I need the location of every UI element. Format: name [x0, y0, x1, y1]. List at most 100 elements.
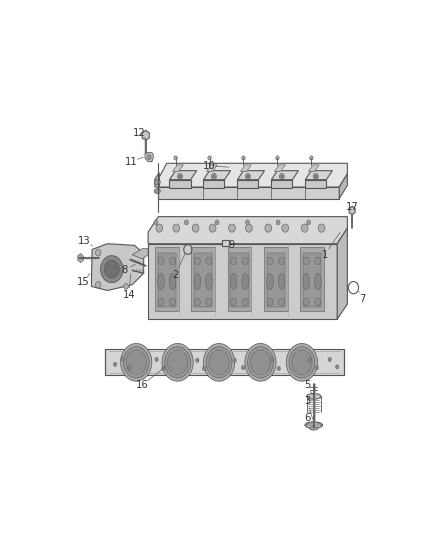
- Circle shape: [120, 343, 152, 381]
- Polygon shape: [173, 165, 184, 172]
- Polygon shape: [105, 349, 344, 375]
- Circle shape: [315, 298, 321, 306]
- Circle shape: [276, 156, 279, 160]
- Circle shape: [281, 175, 283, 177]
- Circle shape: [156, 224, 162, 232]
- Polygon shape: [92, 244, 144, 290]
- Circle shape: [147, 155, 151, 159]
- Polygon shape: [300, 247, 324, 311]
- Polygon shape: [203, 171, 230, 180]
- Circle shape: [276, 220, 280, 225]
- Circle shape: [282, 224, 289, 232]
- Circle shape: [242, 298, 248, 306]
- Polygon shape: [155, 247, 179, 311]
- Circle shape: [336, 365, 339, 369]
- Circle shape: [158, 298, 164, 306]
- Ellipse shape: [154, 180, 160, 184]
- Polygon shape: [349, 206, 355, 215]
- Circle shape: [206, 298, 212, 306]
- Circle shape: [277, 366, 280, 370]
- Text: 9: 9: [228, 240, 234, 251]
- Circle shape: [247, 347, 273, 378]
- Polygon shape: [267, 253, 285, 307]
- Circle shape: [213, 175, 215, 177]
- Circle shape: [126, 350, 146, 375]
- Polygon shape: [203, 180, 224, 188]
- Polygon shape: [337, 228, 347, 319]
- Polygon shape: [158, 253, 176, 307]
- Circle shape: [178, 174, 182, 179]
- Polygon shape: [191, 247, 215, 311]
- Circle shape: [267, 298, 273, 306]
- Circle shape: [95, 281, 101, 288]
- Circle shape: [162, 366, 165, 370]
- Polygon shape: [158, 163, 347, 187]
- Circle shape: [206, 257, 212, 265]
- Circle shape: [184, 220, 188, 225]
- Circle shape: [173, 224, 180, 232]
- Bar: [222, 240, 229, 246]
- Circle shape: [209, 350, 229, 375]
- Circle shape: [247, 175, 249, 177]
- Circle shape: [128, 366, 131, 370]
- Ellipse shape: [242, 273, 249, 290]
- Circle shape: [314, 174, 318, 179]
- Circle shape: [250, 350, 271, 375]
- Polygon shape: [271, 171, 298, 180]
- Circle shape: [95, 249, 101, 256]
- Circle shape: [279, 174, 284, 179]
- Ellipse shape: [194, 273, 201, 290]
- Circle shape: [202, 366, 206, 370]
- Circle shape: [241, 366, 245, 370]
- Ellipse shape: [278, 273, 285, 290]
- Text: 14: 14: [123, 289, 135, 300]
- Circle shape: [279, 257, 285, 265]
- Circle shape: [230, 298, 237, 306]
- Polygon shape: [194, 253, 212, 307]
- Text: 3: 3: [304, 397, 311, 406]
- Circle shape: [303, 298, 309, 306]
- Text: 1: 1: [321, 250, 328, 260]
- Circle shape: [170, 257, 176, 265]
- Polygon shape: [274, 165, 285, 172]
- Ellipse shape: [310, 427, 318, 430]
- Text: 15: 15: [77, 277, 90, 287]
- Circle shape: [174, 156, 177, 160]
- Circle shape: [246, 220, 250, 225]
- Circle shape: [315, 257, 321, 265]
- Text: 5: 5: [304, 380, 311, 390]
- Circle shape: [101, 256, 123, 282]
- Circle shape: [318, 224, 325, 232]
- Polygon shape: [155, 173, 159, 187]
- Circle shape: [212, 174, 216, 179]
- Circle shape: [162, 343, 193, 381]
- Polygon shape: [305, 180, 326, 188]
- Circle shape: [194, 257, 200, 265]
- Text: 7: 7: [359, 294, 365, 304]
- Text: 10: 10: [203, 161, 215, 171]
- Circle shape: [246, 224, 252, 232]
- Ellipse shape: [158, 273, 164, 290]
- Circle shape: [307, 358, 311, 362]
- Circle shape: [279, 298, 285, 306]
- Text: 11: 11: [125, 157, 138, 167]
- Circle shape: [167, 350, 188, 375]
- Circle shape: [270, 358, 274, 361]
- Circle shape: [267, 257, 273, 265]
- Polygon shape: [305, 171, 332, 180]
- Circle shape: [307, 220, 311, 225]
- Polygon shape: [206, 165, 217, 172]
- Polygon shape: [148, 244, 337, 319]
- Polygon shape: [271, 180, 293, 188]
- Circle shape: [208, 156, 211, 160]
- Polygon shape: [145, 152, 153, 161]
- Circle shape: [242, 257, 248, 265]
- Polygon shape: [237, 180, 258, 188]
- Ellipse shape: [307, 393, 321, 399]
- Polygon shape: [227, 247, 251, 311]
- Polygon shape: [237, 171, 265, 180]
- Polygon shape: [240, 165, 251, 172]
- Circle shape: [170, 298, 176, 306]
- Circle shape: [245, 343, 276, 381]
- Circle shape: [286, 343, 318, 381]
